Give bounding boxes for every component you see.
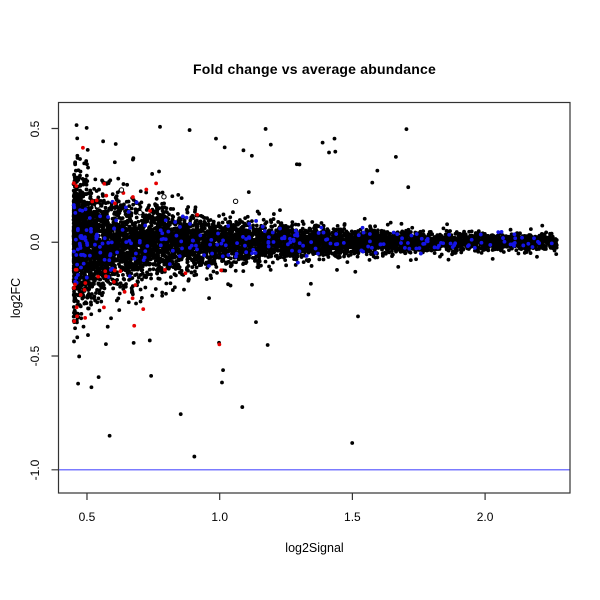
y-axis-tick-label: -1.0 xyxy=(28,459,42,481)
x-axis-label: log2Signal xyxy=(285,541,344,555)
y-axis-tick-label: 0.0 xyxy=(28,233,42,251)
y-axis-tick-label: 0.5 xyxy=(28,120,42,137)
x-axis-tick-label: 2.0 xyxy=(476,510,494,524)
x-axis-tick-label: 0.5 xyxy=(78,510,96,524)
chart-title: Fold change vs average abundance xyxy=(193,61,436,77)
y-axis-label: log2FC xyxy=(9,277,23,319)
x-axis-tick-label: 1.5 xyxy=(344,510,361,524)
y-axis-tick-label: -0.5 xyxy=(28,345,42,367)
x-axis-tick-label: 1.0 xyxy=(211,510,229,524)
